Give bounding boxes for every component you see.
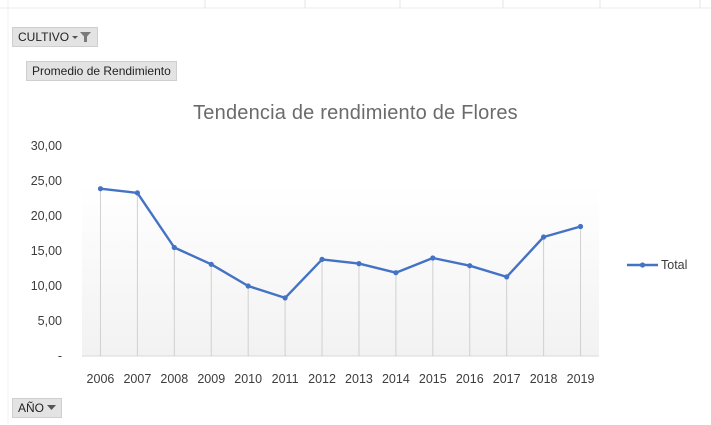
x-tick-label: 2008 bbox=[160, 372, 188, 386]
x-tick-label: 2011 bbox=[272, 372, 299, 386]
x-tick-label: 2007 bbox=[123, 372, 151, 386]
cultivo-filter-button[interactable]: CULTIVO bbox=[12, 27, 99, 47]
x-tick-label: 2015 bbox=[419, 372, 447, 386]
chart-title: Tendencia de rendimiento de Flores bbox=[193, 102, 518, 124]
series-line-total bbox=[99, 187, 582, 300]
value-field-label: Promedio de Rendimiento bbox=[32, 64, 171, 78]
y-tick-label: - bbox=[58, 349, 62, 363]
data-point bbox=[541, 234, 547, 240]
y-tick-label: 25,00 bbox=[31, 174, 62, 188]
data-point bbox=[97, 186, 104, 192]
data-point bbox=[504, 274, 510, 280]
anio-filter-button[interactable]: AÑO bbox=[12, 398, 63, 418]
data-point bbox=[319, 256, 325, 262]
chevron-down-icon bbox=[47, 405, 57, 411]
cultivo-field-label: CULTIVO bbox=[18, 30, 70, 44]
anio-field-label: AÑO bbox=[18, 401, 45, 415]
data-point bbox=[208, 261, 214, 267]
data-point bbox=[134, 190, 140, 196]
filter-dropdown-icon bbox=[72, 31, 92, 43]
x-tick-label: 2012 bbox=[308, 372, 336, 386]
y-tick-label: 15,00 bbox=[31, 244, 62, 258]
legend-marker-total bbox=[639, 262, 646, 268]
data-point bbox=[282, 295, 288, 301]
x-tick-label: 2006 bbox=[87, 372, 115, 386]
x-tick-label: 2014 bbox=[382, 372, 410, 386]
x-tick-label: 2013 bbox=[345, 372, 373, 386]
x-tick-label: 2009 bbox=[197, 372, 225, 386]
legend-label-total: Total bbox=[661, 258, 687, 272]
data-point bbox=[467, 263, 473, 269]
data-point bbox=[577, 223, 584, 230]
y-tick-label: 20,00 bbox=[31, 209, 62, 223]
y-tick-label: 10,00 bbox=[31, 279, 62, 293]
x-tick-label: 2017 bbox=[493, 372, 521, 386]
value-field-button[interactable]: Promedio de Rendimiento bbox=[26, 61, 177, 81]
x-tick-label: 2010 bbox=[234, 372, 262, 386]
data-point bbox=[171, 244, 177, 251]
x-tick-label: 2018 bbox=[530, 372, 558, 386]
y-tick-label: 30,00 bbox=[31, 139, 62, 153]
x-tick-label: 2016 bbox=[456, 372, 484, 386]
data-point bbox=[430, 255, 436, 261]
data-point bbox=[356, 261, 362, 267]
y-tick-label: 5,00 bbox=[38, 314, 62, 328]
plot-area-band bbox=[82, 183, 599, 356]
data-point bbox=[245, 283, 251, 289]
data-point bbox=[393, 270, 399, 276]
x-tick-label: 2019 bbox=[567, 372, 595, 386]
